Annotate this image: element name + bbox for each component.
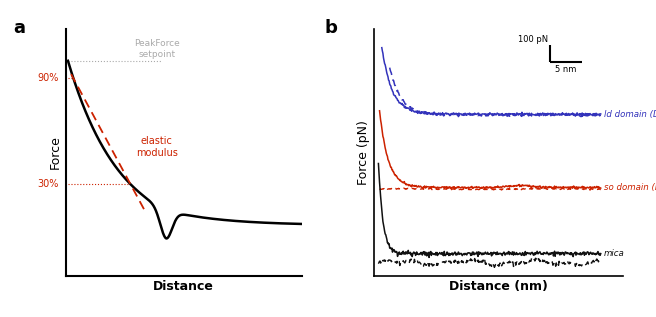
Text: so domain (DPPC): so domain (DPPC) bbox=[604, 183, 656, 192]
Text: 90%: 90% bbox=[37, 74, 58, 83]
Text: 30%: 30% bbox=[37, 179, 58, 189]
X-axis label: Distance: Distance bbox=[154, 280, 214, 293]
Y-axis label: Force (pN): Force (pN) bbox=[357, 120, 370, 184]
Text: b: b bbox=[324, 19, 337, 37]
Text: 100 pN: 100 pN bbox=[518, 35, 548, 44]
Text: ld domain (DOPC): ld domain (DOPC) bbox=[604, 110, 656, 119]
Text: elastic
modulus: elastic modulus bbox=[136, 136, 178, 158]
X-axis label: Distance (nm): Distance (nm) bbox=[449, 280, 548, 293]
Text: mica: mica bbox=[604, 249, 625, 258]
Text: 5 nm: 5 nm bbox=[555, 65, 577, 74]
Y-axis label: Force: Force bbox=[49, 135, 62, 169]
Text: PeakForce
setpoint: PeakForce setpoint bbox=[134, 39, 180, 59]
Text: a: a bbox=[14, 19, 26, 37]
